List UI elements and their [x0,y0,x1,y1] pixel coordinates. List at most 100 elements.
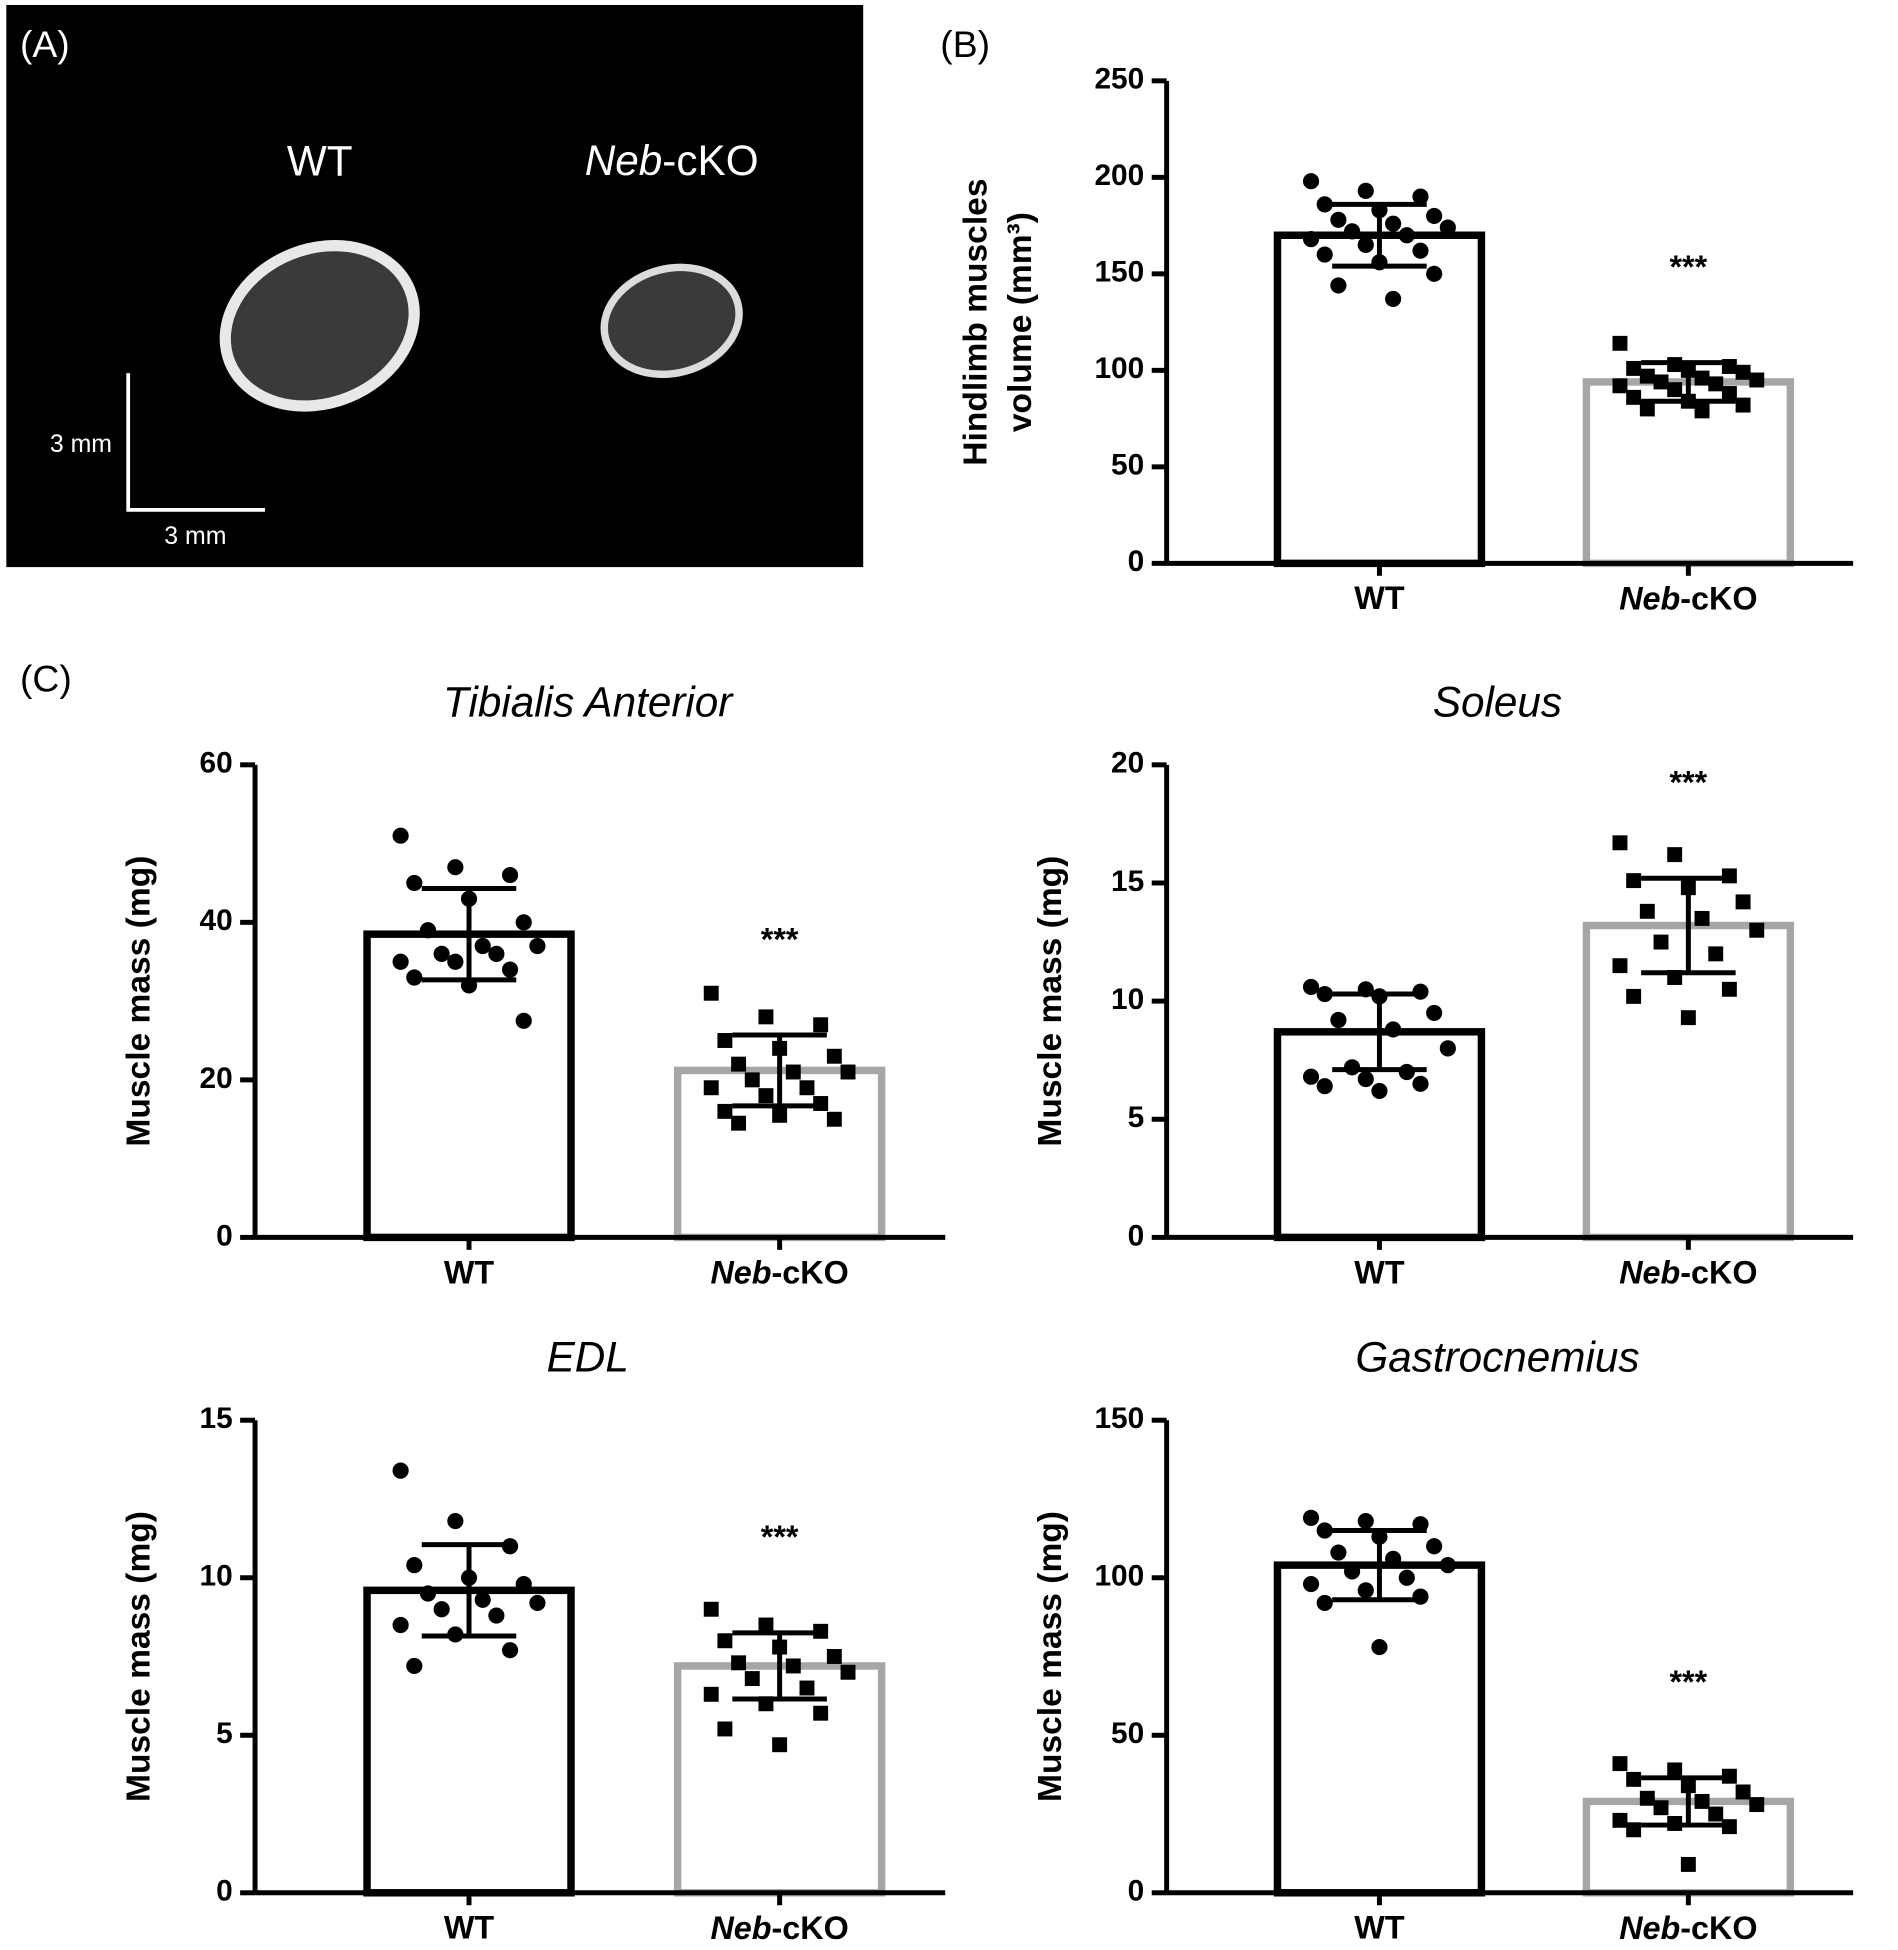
point [1735,1784,1751,1800]
y-tick-label: 5 [216,1717,233,1750]
point [1398,227,1415,244]
point [1708,1806,1724,1822]
point [813,1705,829,1721]
error-bar [421,1542,517,1639]
point [1708,946,1724,962]
point [1302,978,1320,996]
error-bar [732,1630,827,1702]
point [799,1680,815,1696]
y-tick-label: 10 [199,1560,232,1593]
significance: *** [1669,249,1707,285]
point [1316,196,1333,213]
x-tick-label: WT [444,1254,495,1290]
point [1412,242,1429,259]
point [406,874,423,892]
chart-title: Gastrocnemius [1355,1334,1639,1381]
error-bar [1332,201,1427,269]
point [1612,1812,1628,1828]
point [813,1017,829,1033]
point [1639,1790,1655,1806]
point [1626,988,1642,1004]
scale-bar [126,373,266,512]
point [1626,1771,1642,1787]
point [1626,389,1642,405]
point [529,1594,546,1612]
point [1385,1021,1402,1038]
y-tick-label: 0 [216,1875,233,1908]
x-tick-label: Neb-cKO [710,1254,848,1290]
point [1316,1522,1333,1539]
y-tick-label: 250 [1094,63,1144,96]
point [447,859,464,876]
scale-bar-label: 3 mm [50,430,112,458]
y-tick-label: 200 [1094,159,1144,192]
point [529,937,546,955]
y-tick-label: 20 [199,1062,232,1095]
point [1639,401,1655,417]
significance: *** [761,1519,799,1555]
point [1330,211,1347,228]
point [1667,382,1683,398]
significance: *** [1669,765,1707,801]
point [703,1686,719,1702]
image-label: WT [287,137,353,184]
bar [1582,378,1795,568]
point [1316,246,1333,263]
y-axis-label: Muscle mass (mg) [121,1511,158,1802]
point [840,1664,856,1680]
point [433,1601,450,1618]
point [1316,1078,1333,1095]
point [1371,1638,1388,1656]
bar [363,1586,575,1897]
point [1412,188,1429,205]
point [1749,1797,1765,1813]
y-axis-label: Hindlimb muscles [957,178,994,465]
point [1426,207,1443,225]
point [717,1103,733,1119]
point [392,1616,409,1634]
error-bar [1641,360,1736,404]
point [392,1462,409,1479]
chart-title: Soleus [1433,678,1562,725]
point [758,1009,774,1025]
point [1612,958,1628,974]
x-tick-label: WT [1354,580,1405,616]
y-axis-label: Muscle mass (mg) [1032,856,1069,1147]
point [419,1585,437,1602]
y-tick-label: 0 [1128,1875,1145,1908]
point [1626,873,1642,889]
x-tick-label: WT [444,1910,495,1946]
y-tick-label: 0 [216,1219,233,1252]
point [1302,173,1320,190]
point [501,961,519,978]
point [1385,290,1402,308]
point [447,1512,464,1530]
point [731,1115,747,1131]
point [731,1655,747,1671]
point [785,1064,801,1080]
point [826,1649,842,1664]
x-tick-label: Neb-cKO [1619,1910,1757,1946]
point [1330,1011,1347,1029]
point [406,969,423,986]
point [826,1111,842,1127]
point [1626,1822,1642,1838]
point [1667,1762,1683,1778]
point [1708,376,1724,392]
point [1694,403,1710,419]
point [1439,1557,1456,1574]
point [744,1671,760,1687]
y-tick-label: 150 [1094,1402,1144,1435]
point [772,1737,788,1753]
point [1653,374,1669,390]
point [1371,1082,1388,1099]
significance: *** [1669,1664,1707,1700]
y-tick-label: 60 [199,747,232,780]
y-axis-label: Muscle mass (mg) [121,856,158,1147]
point [1653,934,1669,950]
error-bar [421,885,517,983]
point [1612,835,1628,851]
error-bar [1332,1527,1427,1603]
x-tick-label: WT [1354,1910,1405,1946]
